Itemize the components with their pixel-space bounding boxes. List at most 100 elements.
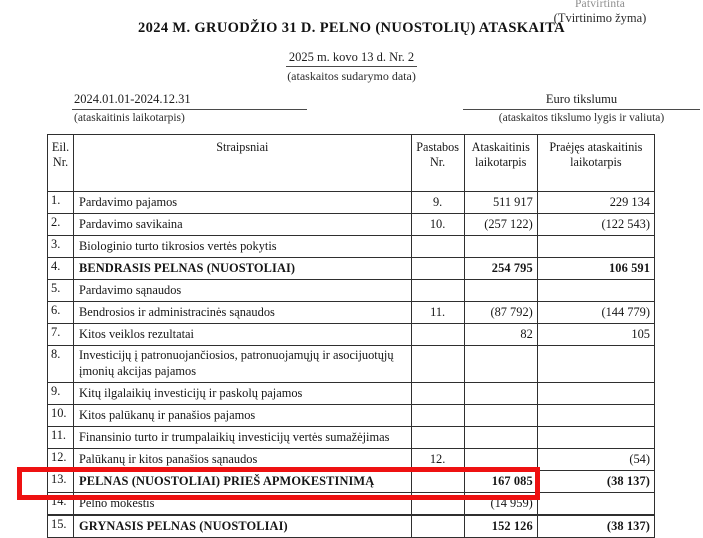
cell-previous-period: 229 134 <box>536 191 656 214</box>
cell-note-number <box>410 404 465 427</box>
cell-row-number: 8. <box>46 345 75 383</box>
column-header-row-number-line2: Nr. <box>52 154 69 169</box>
cell-item-name: Kitos palūkanų ir panašios pajamos <box>73 404 412 427</box>
cell-row-number: 12. <box>46 448 75 471</box>
approval-stamp-block: Patvirtinta (Tvirtinimo žyma) <box>500 0 700 27</box>
cell-row-number: 14. <box>46 492 75 516</box>
table-row: 1. Pardavimo pajamos 9. 511 917 229 134 <box>46 191 656 214</box>
column-header-previous-period-line1: Praėjęs ataskaitinis <box>549 140 643 154</box>
cell-note-number <box>410 470 465 493</box>
cell-previous-period: 105 <box>536 323 656 346</box>
cell-note-number <box>410 514 465 538</box>
profit-loss-table: Eil. Nr. Straipsniai Pastabos Nr. <box>46 134 656 538</box>
cell-row-number: 1. <box>46 191 75 214</box>
cell-note-number <box>410 257 465 280</box>
column-header-previous-period: Praėjęs ataskaitinis laikotarpis <box>536 134 656 192</box>
table-row: 14. Pelno mokestis (14 959) <box>46 492 656 516</box>
column-header-note-line1: Pastabos <box>416 140 459 154</box>
cell-note-number: 11. <box>410 301 465 324</box>
cell-row-number: 11. <box>46 426 75 449</box>
table-row: 7. Kitos veiklos rezultatai 82 105 <box>46 323 656 346</box>
cell-item-name: Bendrosios ir administracinės sąnaudos <box>73 301 412 324</box>
cell-previous-period: (54) <box>536 448 656 471</box>
meta-row: 2024.01.01-2024.12.31 (ataskaitinis laik… <box>0 92 703 130</box>
cell-previous-period <box>536 404 656 427</box>
cell-note-number <box>410 279 465 302</box>
table-row: 2. Pardavimo savikaina 10. (257 122) (122 54… <box>46 213 656 236</box>
table-row: 11. Finansinio turto ir trumpalaikių inve… <box>46 426 656 449</box>
cell-previous-period: (38 137) <box>536 514 656 538</box>
column-header-current-period-line1: Ataskaitinis <box>471 140 530 154</box>
cell-item-name: Pardavimo pajamos <box>73 191 412 214</box>
cell-previous-period: (38 137) <box>536 470 656 493</box>
cell-note-number: 10. <box>410 213 465 236</box>
cell-note-number <box>410 382 465 405</box>
page-title: 2024 M. GRUODŽIO 31 D. PELNO (NUOSTOLIŲ)… <box>138 20 565 36</box>
cell-item-name: PELNAS (NUOSTOLIAI) PRIEŠ APMOKESTINIMĄ <box>73 470 412 493</box>
cell-current-period: (257 122) <box>463 213 538 236</box>
cell-note-number <box>410 323 465 346</box>
table-row: 10. Kitos palūkanų ir panašios pajamos <box>46 404 656 427</box>
cell-note-number <box>410 426 465 449</box>
cell-current-period: 511 917 <box>463 191 538 214</box>
cell-row-number: 7. <box>46 323 75 346</box>
reporting-period-value: 2024.01.01-2024.12.31 <box>74 92 191 106</box>
cell-previous-period <box>536 279 656 302</box>
table-row: 13. PELNAS (NUOSTOLIAI) PRIEŠ APMOKESTINI… <box>46 470 656 493</box>
cell-previous-period <box>536 235 656 258</box>
cell-item-name: Biologinio turto tikrosios vertės pokyti… <box>73 235 412 258</box>
cell-row-number: 2. <box>46 213 75 236</box>
column-header-previous-period-line2: laikotarpis <box>570 154 622 169</box>
currency-precision-rule <box>463 109 700 110</box>
table-row: 5. Pardavimo sąnaudos <box>46 279 656 302</box>
cell-current-period <box>463 279 538 302</box>
cell-previous-period: (144 779) <box>536 301 656 324</box>
reporting-period-caption: (ataskaitinis laikotarpis) <box>74 112 185 124</box>
column-header-row-number-line1: Eil. <box>51 140 70 154</box>
table-header: Eil. Nr. Straipsniai Pastabos Nr. <box>46 134 656 192</box>
cell-previous-period <box>536 382 656 405</box>
cell-row-number: 3. <box>46 235 75 258</box>
cell-current-period <box>463 382 538 405</box>
cell-current-period: (14 959) <box>463 492 538 516</box>
cell-row-number: 10. <box>46 404 75 427</box>
table-row: 12. Palūkanų ir kitos panašios sąnaudos 12… <box>46 448 656 471</box>
column-header-note-line2: Nr. <box>430 154 446 169</box>
table-header-row: Eil. Nr. Straipsniai Pastabos Nr. <box>46 134 656 192</box>
column-header-items: Straipsniai <box>73 134 412 192</box>
cell-note-number: 9. <box>410 191 465 214</box>
table-row: 9. Kitų ilgalaikių investicijų ir paskolų… <box>46 382 656 405</box>
cell-row-number: 4. <box>46 257 75 280</box>
cell-previous-period: 106 591 <box>536 257 656 280</box>
cell-previous-period <box>536 492 656 516</box>
table-row: 4. BENDRASIS PELNAS (NUOSTOLIAI) 254 795 10… <box>46 257 656 280</box>
column-header-items-line1: Straipsniai <box>216 140 269 154</box>
table-row: 6. Bendrosios ir administracinės sąnaudos… <box>46 301 656 324</box>
table-row: 8. Investicijų į patronuojančiosios, patr… <box>46 345 656 383</box>
cell-row-number: 15. <box>46 514 75 538</box>
cell-item-name: BENDRASIS PELNAS (NUOSTOLIAI) <box>73 257 412 280</box>
cell-item-name: Pelno mokestis <box>73 492 412 516</box>
column-header-current-period: Ataskaitinis laikotarpis <box>463 134 538 192</box>
cell-previous-period <box>536 426 656 449</box>
currency-precision-value: Euro tikslumu <box>545 92 618 106</box>
column-header-current-period-line2: laikotarpis <box>474 154 527 169</box>
cell-current-period: 167 085 <box>463 470 538 493</box>
cell-item-name: Palūkanų ir kitos panašios sąnaudos <box>73 448 412 471</box>
cell-item-name: GRYNASIS PELNAS (NUOSTOLIAI) <box>73 514 412 538</box>
cell-previous-period: (122 543) <box>536 213 656 236</box>
cell-previous-period <box>536 345 656 383</box>
document-date-caption: (ataskaitos sudarymo data) <box>287 69 416 83</box>
cell-item-name: Kitos veiklos rezultatai <box>73 323 412 346</box>
cell-item-name: Finansinio turto ir trumpalaikių investi… <box>73 426 412 449</box>
cell-item-name: Pardavimo sąnaudos <box>73 279 412 302</box>
cell-note-number <box>410 492 465 516</box>
currency-precision-caption: (ataskaitos tikslumo lygis ir valiuta) <box>498 112 665 124</box>
table-row: 3. Biologinio turto tikrosios vertės poky… <box>46 235 656 258</box>
cell-current-period <box>463 404 538 427</box>
cell-current-period: (87 792) <box>463 301 538 324</box>
cell-current-period <box>463 426 538 449</box>
cell-current-period <box>463 448 538 471</box>
approval-caption: (Tvirtinimo žyma) <box>553 11 647 26</box>
